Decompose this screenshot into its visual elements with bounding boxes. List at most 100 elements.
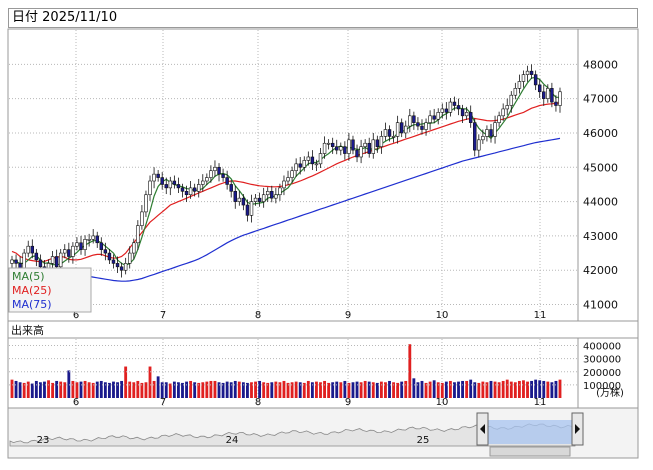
month-tick-label: 10	[436, 310, 449, 321]
volume-bar	[453, 382, 456, 398]
volume-bar	[26, 381, 30, 398]
volume-month-tick-label: 7	[160, 397, 166, 408]
volume-bar	[339, 382, 343, 398]
volume-bar	[47, 380, 50, 398]
candle	[444, 102, 449, 120]
candle	[330, 137, 335, 154]
candle	[156, 170, 160, 182]
volume-bar	[428, 381, 432, 398]
candle	[436, 108, 440, 125]
candle	[375, 135, 380, 153]
volume-month-tick-label: 10	[436, 397, 449, 408]
volume-bar	[189, 380, 193, 398]
candle	[103, 242, 108, 261]
volume-bar	[59, 381, 63, 398]
volume-bar	[38, 382, 42, 398]
candle	[241, 194, 246, 211]
candle	[221, 168, 225, 182]
volume-bar	[274, 381, 278, 398]
navigator-right-handle[interactable]	[571, 412, 584, 446]
price-tick-label: 48000	[583, 58, 618, 71]
candle	[412, 111, 416, 130]
candle	[184, 185, 189, 202]
volume-bar	[546, 381, 550, 398]
candle	[237, 191, 242, 206]
candle	[87, 233, 91, 247]
price-tick-label: 45000	[583, 161, 618, 174]
candle	[261, 187, 266, 208]
candle	[111, 254, 116, 269]
volume-bar	[347, 382, 351, 398]
navigator-scrollbar[interactable]	[489, 446, 571, 457]
candle	[391, 130, 396, 143]
candle	[127, 246, 132, 269]
candle	[367, 137, 371, 158]
candle	[67, 242, 71, 263]
volume-bar	[298, 382, 302, 398]
volume-bar	[63, 382, 67, 398]
candle	[188, 181, 193, 199]
ma5-line	[11, 76, 560, 267]
ma75-line	[11, 137, 561, 282]
candle	[115, 256, 120, 273]
volume-bar	[18, 382, 22, 398]
volume-bar	[87, 382, 91, 398]
volume-bar	[168, 383, 172, 398]
volume-bar	[144, 382, 148, 398]
candle	[343, 141, 347, 160]
candle	[477, 134, 481, 158]
candle	[290, 166, 294, 183]
volume-bar	[258, 380, 262, 398]
volume-bar	[22, 382, 26, 398]
candle	[517, 74, 522, 94]
volume-bar	[79, 381, 83, 398]
grid-lines	[9, 30, 577, 407]
volume-bar	[221, 382, 225, 398]
candle	[172, 175, 177, 189]
candle	[136, 220, 140, 250]
candle	[424, 118, 428, 136]
candle	[351, 135, 355, 155]
volume-tick-labels: 100000 200000 300000 400000	[9, 342, 621, 392]
candle	[306, 151, 311, 166]
navigator-selection[interactable]	[485, 420, 575, 444]
candle	[148, 175, 152, 201]
volume-bar	[505, 379, 509, 398]
volume-bar	[254, 381, 257, 398]
candle	[286, 170, 290, 186]
volume-bar	[384, 382, 387, 398]
navigator-left-handle[interactable]	[476, 412, 489, 446]
volume-bar	[424, 382, 428, 398]
volume-bar	[148, 366, 152, 398]
candle	[144, 190, 148, 218]
volume-bar	[550, 382, 554, 398]
volume-bar	[363, 380, 367, 398]
volume-bar	[335, 381, 339, 398]
volume-bar	[323, 380, 326, 398]
candle	[168, 176, 173, 196]
candle	[347, 132, 351, 161]
volume-bar	[355, 381, 359, 398]
candle	[245, 199, 250, 222]
volume-bar	[197, 382, 201, 398]
candle	[428, 110, 432, 130]
volume-bar	[509, 381, 513, 398]
volume-month-tick-label: 9	[345, 397, 351, 408]
volume-bar	[55, 380, 59, 398]
price-tick-label: 41000	[583, 299, 618, 312]
candle	[525, 65, 530, 82]
price-panel	[7, 28, 639, 322]
nav-year-24: 24	[226, 435, 239, 446]
volume-month-tick-label: 11	[534, 397, 547, 408]
volume-bar	[465, 380, 469, 398]
candle	[542, 84, 546, 106]
candle	[294, 158, 298, 177]
candle	[513, 82, 518, 100]
volume-bar	[501, 380, 505, 398]
volume-bar	[10, 379, 14, 398]
volume-bar	[392, 382, 395, 398]
candle	[270, 185, 274, 203]
volume-bar	[250, 382, 253, 398]
volume-bar	[408, 344, 412, 398]
volume-bar	[379, 381, 383, 398]
